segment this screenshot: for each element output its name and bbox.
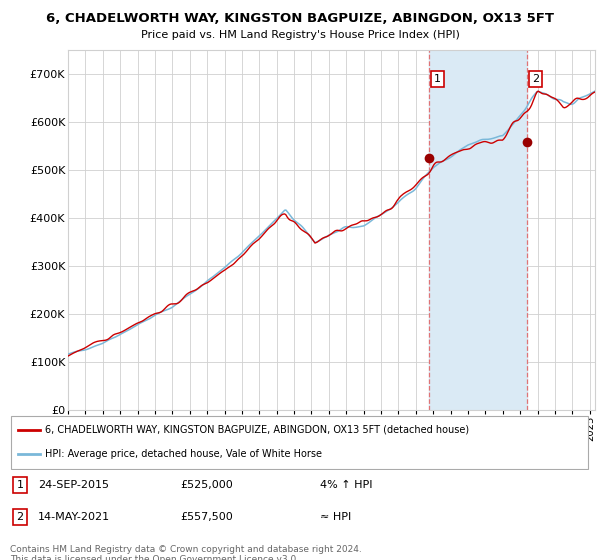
Text: 4% ↑ HPI: 4% ↑ HPI bbox=[320, 480, 373, 490]
Text: £557,500: £557,500 bbox=[180, 512, 233, 522]
Text: 6, CHADELWORTH WAY, KINGSTON BAGPUIZE, ABINGDON, OX13 5FT: 6, CHADELWORTH WAY, KINGSTON BAGPUIZE, A… bbox=[46, 12, 554, 25]
Text: 1: 1 bbox=[434, 74, 441, 84]
Text: ≈ HPI: ≈ HPI bbox=[320, 512, 351, 522]
Text: Price paid vs. HM Land Registry's House Price Index (HPI): Price paid vs. HM Land Registry's House … bbox=[140, 30, 460, 40]
Text: Contains HM Land Registry data © Crown copyright and database right 2024.
This d: Contains HM Land Registry data © Crown c… bbox=[10, 545, 362, 560]
Text: 24-SEP-2015: 24-SEP-2015 bbox=[38, 480, 109, 490]
Text: 14-MAY-2021: 14-MAY-2021 bbox=[38, 512, 110, 522]
Text: HPI: Average price, detached house, Vale of White Horse: HPI: Average price, detached house, Vale… bbox=[45, 449, 322, 459]
FancyBboxPatch shape bbox=[11, 416, 588, 469]
Text: 2: 2 bbox=[16, 512, 23, 522]
Bar bbox=[428, 50, 527, 410]
Text: 1: 1 bbox=[17, 480, 23, 490]
Text: 2: 2 bbox=[532, 74, 539, 84]
Text: £525,000: £525,000 bbox=[180, 480, 233, 490]
Text: 6, CHADELWORTH WAY, KINGSTON BAGPUIZE, ABINGDON, OX13 5FT (detached house): 6, CHADELWORTH WAY, KINGSTON BAGPUIZE, A… bbox=[45, 425, 469, 435]
